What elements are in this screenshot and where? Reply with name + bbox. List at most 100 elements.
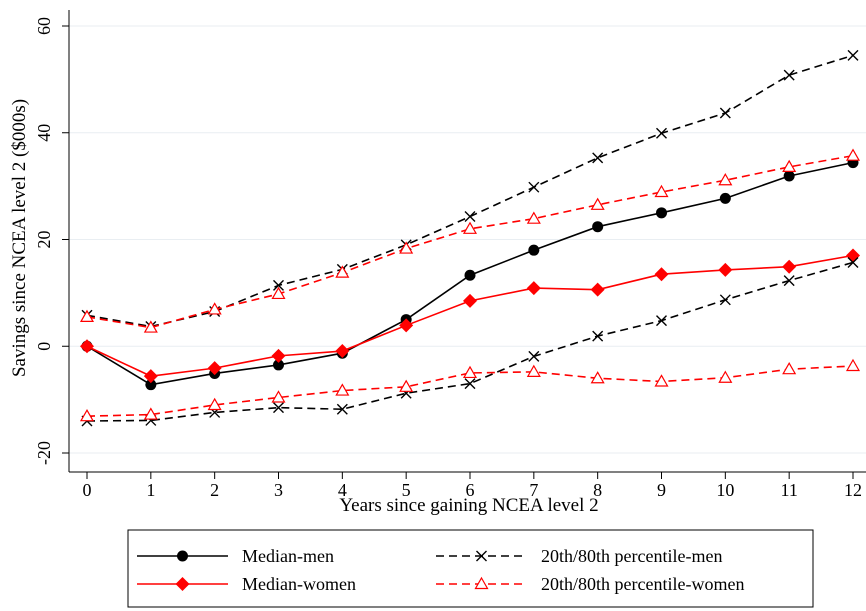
series-group <box>81 157 859 391</box>
data-point <box>526 281 541 296</box>
data-point <box>847 49 859 61</box>
series-line <box>86 261 854 422</box>
legend-label: Median-men <box>242 546 334 566</box>
data-point <box>654 374 669 387</box>
data-point <box>207 397 222 411</box>
legend-box <box>127 529 814 608</box>
data-point <box>207 302 222 315</box>
x-tick-label: 7 <box>529 480 538 500</box>
data-point <box>847 256 859 268</box>
legend-item: 20th/80th percentile-men <box>436 546 722 566</box>
data-point <box>399 379 414 392</box>
data-point <box>656 315 667 327</box>
data-point <box>719 192 731 204</box>
x-tick-label: 12 <box>844 480 862 500</box>
y-tick-label: 40 <box>34 124 54 142</box>
data-point <box>464 269 476 281</box>
data-point <box>462 221 478 234</box>
data-point <box>846 248 860 263</box>
data-point <box>271 286 286 300</box>
series <box>79 49 861 427</box>
data-point <box>273 279 284 291</box>
x-tick-label: 3 <box>274 480 283 500</box>
series-line <box>86 54 854 328</box>
data-point <box>526 364 541 377</box>
data-point <box>845 358 861 372</box>
data-point <box>271 348 286 363</box>
x-axis-label: Years since gaining NCEA level 2 <box>339 495 598 516</box>
data-point <box>79 309 95 322</box>
data-point <box>399 318 414 333</box>
series-group <box>80 248 860 384</box>
data-point <box>336 403 348 415</box>
legend-label: Median-women <box>242 574 356 594</box>
data-point <box>718 262 733 277</box>
data-point <box>463 293 477 308</box>
x-ticks: 0 1 2 3 4 5 6 7 8 9 10 11 12 <box>83 472 862 500</box>
data-point <box>783 170 795 182</box>
x-tick-label: 8 <box>593 480 602 500</box>
y-ticks: -20 0 20 40 60 <box>34 17 69 465</box>
legend-item: Median-women <box>137 574 356 594</box>
x-tick-label: 6 <box>466 480 475 500</box>
data-point <box>528 244 540 256</box>
x-tick-label: 1 <box>146 480 155 500</box>
y-axis-label: Savings since NCEA level 2 ($000s) <box>9 99 30 377</box>
data-point <box>719 107 731 119</box>
axes <box>68 10 866 473</box>
x-tick-label: 10 <box>716 480 734 500</box>
x-tick-label: 2 <box>210 480 219 500</box>
data-point <box>464 378 476 390</box>
grid-lines <box>69 25 866 454</box>
data-point <box>462 365 478 379</box>
series-group <box>79 358 861 422</box>
series-group <box>81 256 859 427</box>
data-point <box>783 275 795 287</box>
x-tick-label: 4 <box>338 480 347 500</box>
series-group <box>81 49 859 332</box>
data-point <box>656 127 667 139</box>
x-tick-label: 9 <box>657 480 666 500</box>
data-point <box>335 344 350 359</box>
data-point <box>654 267 669 282</box>
data-point <box>79 408 95 422</box>
data-point <box>782 159 797 173</box>
data-point <box>528 181 540 193</box>
data-point <box>782 259 797 274</box>
data-point <box>592 152 604 164</box>
y-tick-label: -20 <box>34 441 54 465</box>
y-tick-label: 20 <box>34 231 54 249</box>
data-point <box>782 361 797 375</box>
data-point <box>719 294 731 306</box>
y-tick-label: 0 <box>34 342 54 351</box>
data-point <box>143 407 158 420</box>
data-point <box>335 265 350 278</box>
legend-label: 20th/80th percentile-men <box>541 546 722 566</box>
data-point <box>783 69 795 81</box>
data-point <box>590 371 605 384</box>
data-point <box>526 211 541 224</box>
y-tick-label: 60 <box>34 17 54 35</box>
data-point <box>590 197 605 210</box>
data-point <box>207 361 222 376</box>
data-point <box>273 359 284 371</box>
data-point <box>845 148 861 161</box>
data-point <box>654 184 669 198</box>
data-point <box>590 282 605 297</box>
data-point <box>592 330 604 342</box>
data-point <box>273 402 284 414</box>
data-point <box>474 576 489 590</box>
data-point <box>656 207 667 219</box>
data-point <box>476 550 487 562</box>
legend-label: 20th/80th percentile-women <box>541 574 744 594</box>
data-point <box>592 221 604 233</box>
data-point <box>718 173 733 186</box>
data-point <box>145 379 157 391</box>
data-point <box>143 320 158 333</box>
data-point <box>399 241 414 254</box>
x-tick-label: 11 <box>780 480 797 500</box>
legend-item: Median-men <box>137 546 334 566</box>
data-point <box>528 350 540 362</box>
x-tick-label: 5 <box>402 480 411 500</box>
data-point <box>177 550 188 562</box>
